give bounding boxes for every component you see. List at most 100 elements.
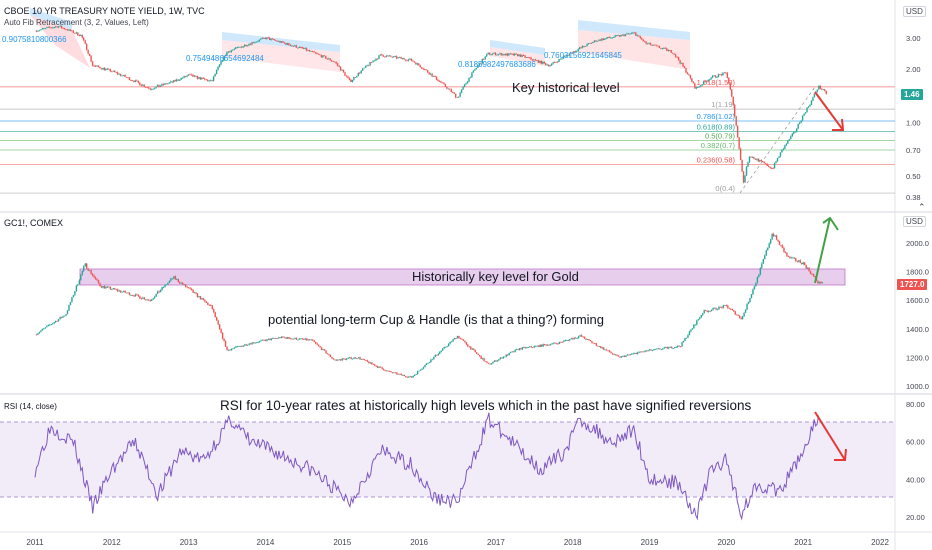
gold-candle <box>112 288 114 290</box>
yield-annotation[interactable]: Key historical level <box>512 80 620 95</box>
gold-candle <box>576 337 578 339</box>
gold-candle <box>381 367 383 369</box>
yield-candle <box>317 53 320 55</box>
gold-candle <box>122 290 125 292</box>
yield-candle <box>710 77 712 80</box>
fib-retracement-levels[interactable]: 1.618(1.59) 1(1.19) 0.786(1.02) 0.618(0.89)… <box>0 78 895 194</box>
gold-currency[interactable]: USD <box>903 216 926 227</box>
yield-candle <box>223 56 225 61</box>
yield-candle <box>316 53 318 54</box>
yield-candle <box>178 80 181 81</box>
gold-candle <box>153 296 156 299</box>
gold-key-level-annotation[interactable]: Historically key level for Gold <box>412 269 579 284</box>
gold-candle <box>817 280 819 284</box>
x-tick-label: 2011 <box>26 538 44 547</box>
gold-candle <box>238 346 240 347</box>
yield-candle <box>314 52 317 54</box>
gold-candle <box>291 338 293 340</box>
gold-key-level-box[interactable] <box>79 268 846 286</box>
yield-candle <box>255 41 258 43</box>
yield-candle <box>760 160 762 162</box>
gold-candle <box>716 309 719 311</box>
gold-candle <box>309 339 311 341</box>
rsi-down-arrow[interactable] <box>814 411 847 461</box>
yield-candle <box>359 72 361 74</box>
yield-candle <box>568 53 571 56</box>
gold-candle <box>635 353 637 355</box>
yield-currency[interactable]: USD <box>903 6 926 17</box>
yield-candle <box>84 40 86 44</box>
gold-candle <box>418 370 420 372</box>
yield-candle <box>221 60 224 62</box>
gold-candle <box>616 354 618 356</box>
yield-candle <box>694 83 696 89</box>
gold-candle <box>416 371 419 375</box>
yield-candle <box>798 122 801 125</box>
gold-candle <box>133 295 135 297</box>
rsi-annotation[interactable]: RSI for 10-year rates at historically hi… <box>220 398 752 413</box>
yield-down-arrow[interactable] <box>814 91 845 131</box>
yield-candle <box>438 80 441 82</box>
gold-candle <box>814 276 816 278</box>
yield-candle <box>584 46 587 47</box>
gold-pattern-annotation[interactable]: potential long-term Cup & Handle (is tha… <box>268 312 605 327</box>
gold-candle <box>694 324 697 326</box>
yield-candle <box>424 69 426 71</box>
gold-candle <box>312 339 314 341</box>
gold-candle <box>184 284 187 287</box>
gold-candle <box>613 354 615 355</box>
yield-candle <box>707 79 709 82</box>
gold-candle <box>59 317 61 320</box>
yield-candle <box>555 61 557 63</box>
gold-candle <box>529 346 531 348</box>
gold-candle <box>558 341 561 345</box>
gold-candle <box>767 247 769 251</box>
gold-up-arrow[interactable] <box>814 216 839 284</box>
gold-candle <box>764 255 766 260</box>
gold-candle <box>390 371 392 373</box>
x-tick-label: 2012 <box>103 538 121 547</box>
gold-candle <box>771 233 773 240</box>
gold-candle <box>629 354 632 356</box>
y-tick-label: 80.00 <box>906 400 925 409</box>
gold-candle <box>589 340 592 342</box>
gold-candle <box>713 307 716 309</box>
yield-candle <box>444 83 447 87</box>
gold-candle <box>477 353 479 356</box>
yield-candle <box>207 79 209 82</box>
gold-candle <box>60 317 63 318</box>
gold-candle <box>208 304 211 306</box>
gold-candle <box>653 349 655 351</box>
yield-candle <box>173 80 175 83</box>
yield-candle <box>741 160 743 172</box>
fib-label-1: 1(1.19) <box>711 100 735 109</box>
gold-candle <box>328 354 330 356</box>
y-tick-label: 1400.0 <box>906 325 929 334</box>
yield-candle <box>393 56 395 58</box>
yield-candle <box>339 66 342 71</box>
yield-candle <box>679 60 681 64</box>
yield-candle <box>329 58 331 61</box>
gold-candle <box>403 374 406 377</box>
yield-candle <box>229 51 231 53</box>
yield-candle <box>540 60 543 64</box>
gold-candle <box>93 275 95 278</box>
gold-candle <box>78 280 81 285</box>
gold-candle <box>303 339 305 340</box>
collapse-chevron-icon[interactable]: ⌃ <box>918 202 926 212</box>
yield-candle <box>580 47 582 49</box>
yield-candle <box>818 85 820 90</box>
yield-candle <box>422 68 424 70</box>
yield-candle <box>518 54 520 57</box>
yield-candle <box>505 53 507 56</box>
gold-candle <box>803 262 806 265</box>
yield-candle <box>43 28 45 30</box>
yield-candle <box>348 77 351 80</box>
gold-candle <box>249 343 252 345</box>
y-tick-label: 1200.0 <box>906 353 929 362</box>
yield-candle <box>230 50 233 53</box>
yield-candle <box>717 74 720 77</box>
gold-candle <box>675 347 677 348</box>
gold-candle <box>642 351 645 353</box>
yield-candle <box>759 160 761 162</box>
